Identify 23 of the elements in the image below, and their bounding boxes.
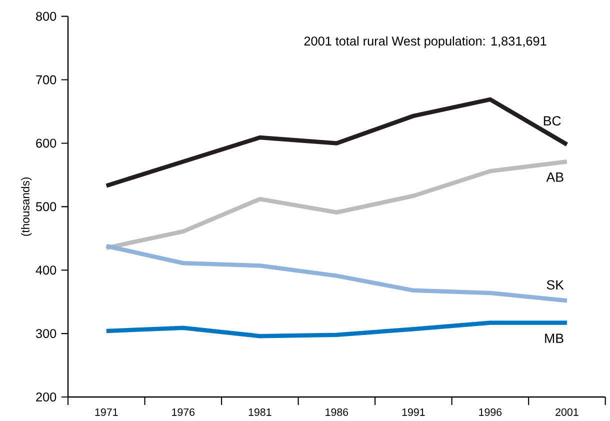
x-tick-label: 1991 (402, 408, 425, 416)
x-tick-label: 1986 (326, 408, 348, 416)
annotation: 2001 total rural West population: 1,831,691 (304, 36, 546, 48)
y-tick-label: 500 (36, 202, 56, 212)
y-axis-title: (thousands) (21, 177, 32, 236)
series-label: BC (544, 116, 561, 126)
series-label: AB (546, 172, 564, 182)
x-tick-label: 2001 (556, 408, 578, 416)
y-tick-label: 800 (36, 12, 56, 21)
series-label: SK (546, 280, 564, 290)
series-label: MB (545, 334, 564, 343)
x-tick-label: 1971 (95, 408, 118, 416)
y-tick-label: 200 (36, 392, 56, 402)
line-series (104, 97, 570, 188)
line-series (104, 244, 570, 303)
x-tick-label: 1996 (479, 408, 502, 416)
y-tick-label: 300 (36, 329, 56, 338)
x-tick-label: 1976 (172, 408, 195, 416)
x-tick-label: 1981 (248, 408, 272, 416)
y-tick-label: 600 (36, 138, 56, 148)
y-tick-label: 400 (36, 266, 56, 275)
line-series (104, 159, 570, 250)
y-tick-label: 700 (36, 75, 56, 84)
